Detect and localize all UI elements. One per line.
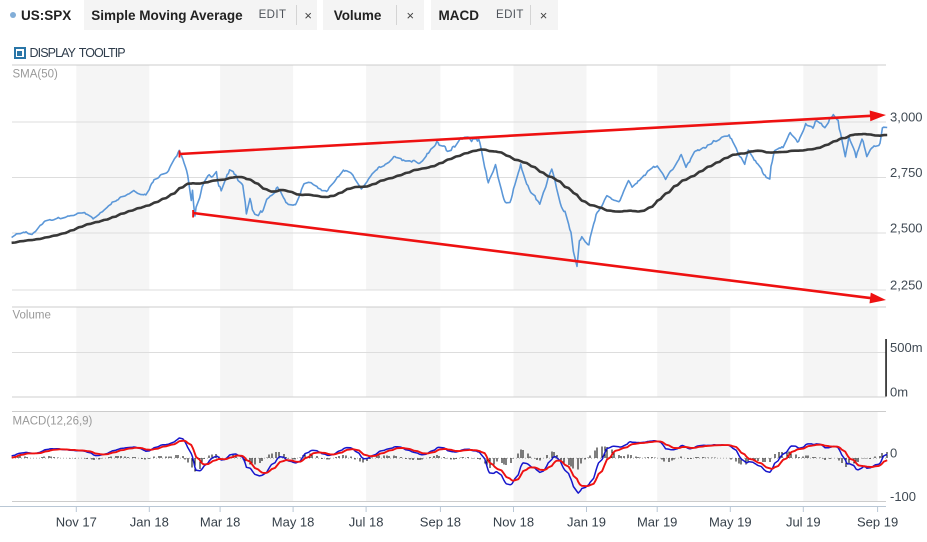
svg-text:500m: 500m xyxy=(890,340,923,355)
svg-text:Jan 19: Jan 19 xyxy=(567,515,606,530)
svg-text:Mar 18: Mar 18 xyxy=(200,515,240,530)
svg-text:0: 0 xyxy=(890,446,897,461)
svg-text:May 19: May 19 xyxy=(709,515,752,530)
svg-text:0m: 0m xyxy=(890,384,908,399)
svg-text:3,000: 3,000 xyxy=(890,109,923,124)
svg-text:-100: -100 xyxy=(890,489,916,504)
svg-text:Jan 18: Jan 18 xyxy=(130,515,169,530)
svg-text:May 18: May 18 xyxy=(272,515,315,530)
svg-text:Sep 18: Sep 18 xyxy=(420,515,461,530)
svg-text:Sep 19: Sep 19 xyxy=(857,515,898,530)
svg-text:Volume: Volume xyxy=(13,310,51,322)
svg-text:2,750: 2,750 xyxy=(890,165,923,180)
svg-text:Mar 19: Mar 19 xyxy=(637,515,677,530)
svg-text:Nov 17: Nov 17 xyxy=(56,515,97,530)
svg-text:Jul 18: Jul 18 xyxy=(349,515,384,530)
svg-text:SMA(50): SMA(50) xyxy=(13,69,59,81)
svg-text:2,250: 2,250 xyxy=(890,277,923,292)
svg-text:Jul 19: Jul 19 xyxy=(786,515,821,530)
svg-text:MACD(12,26,9): MACD(12,26,9) xyxy=(13,416,93,428)
svg-text:Nov 18: Nov 18 xyxy=(493,515,534,530)
svg-text:2,500: 2,500 xyxy=(890,220,923,235)
